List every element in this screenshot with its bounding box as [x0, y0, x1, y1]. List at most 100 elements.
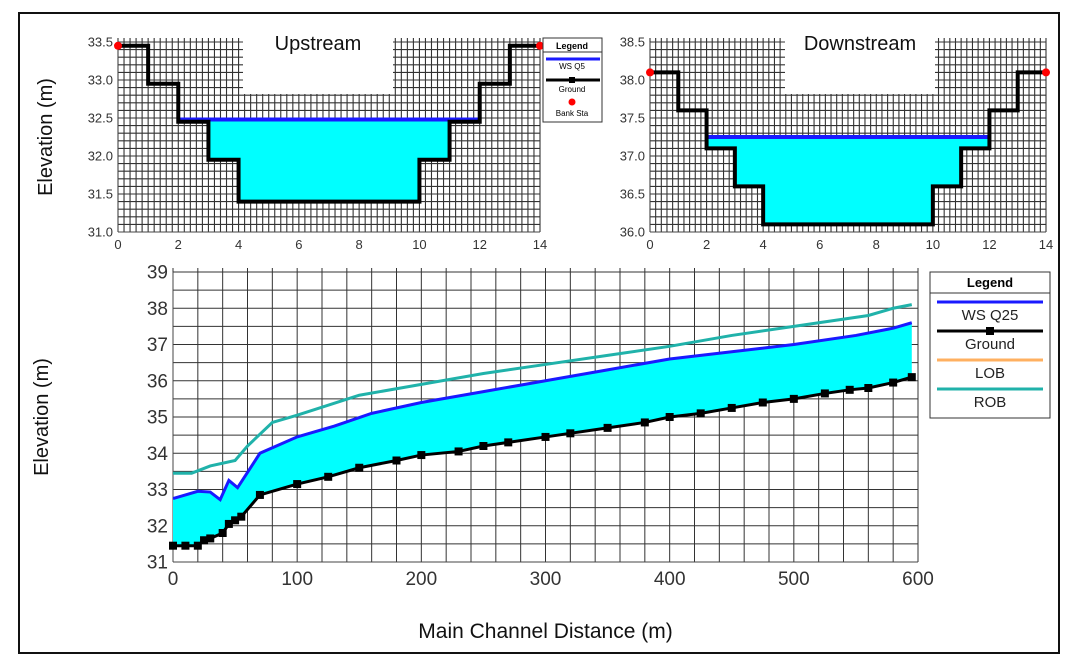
legend-label: LOB: [975, 365, 1005, 382]
x-axis-label: Main Channel Distance (m): [418, 620, 672, 643]
ground-marker: [907, 373, 916, 382]
x-tick-label: 0: [114, 237, 121, 252]
legend-label: Ground: [559, 85, 586, 94]
x-tick-label: 8: [356, 237, 363, 252]
legend-ground-marker: [986, 327, 994, 335]
y-tick-label: 31.0: [88, 225, 113, 240]
x-tick-label: 600: [902, 569, 934, 590]
y-tick-label: 34: [147, 444, 169, 465]
bank-station-marker: [114, 41, 122, 50]
y-tick-label: 39: [147, 263, 168, 284]
chart-1: Downstream 0 2 4 6 8 10 12 14 36.0 36.5 37.0 37.5 38.…: [620, 32, 1053, 252]
x-tick-label: 200: [405, 569, 437, 590]
y-tick-label: 38.0: [620, 73, 645, 88]
chart-title: Downstream: [804, 33, 916, 55]
chart-0: Upstream 0 2 4 6 8 10 12 14 31.0 31.5 32.0 32.5 33.0 3…: [35, 32, 547, 252]
ground-marker: [789, 394, 798, 403]
ground-marker: [864, 384, 873, 392]
legend-label: Ground: [965, 336, 1015, 353]
y-tick-label: 32.0: [88, 149, 113, 164]
x-tick-label: 6: [816, 237, 823, 252]
rob-line: [173, 303, 913, 475]
ground-line: [118, 43, 540, 204]
ground-marker: [454, 447, 463, 456]
ground-marker: [820, 389, 829, 398]
ground-marker: [665, 413, 674, 421]
ground-marker: [193, 541, 202, 550]
ground-marker: [889, 378, 898, 387]
x-tick-label: 4: [235, 237, 242, 252]
ground-marker: [224, 519, 233, 528]
y-axis-label: Elevation (m): [31, 358, 53, 476]
x-tick-label: 8: [873, 237, 880, 252]
chart-title: Upstream: [275, 33, 362, 55]
y-tick-label: 37.5: [620, 111, 645, 126]
bank-station-marker: [1042, 68, 1050, 77]
upstream-legend: Legend WS Q5 Ground Bank Sta: [542, 37, 603, 123]
x-tick-label: 0: [646, 237, 653, 252]
x-tick-label: 300: [530, 569, 562, 590]
y-tick-label: 32.5: [88, 111, 113, 126]
ground-line: [650, 70, 1046, 227]
legend-title: Legend: [967, 275, 1013, 290]
title-bg: [243, 32, 393, 94]
ground-marker: [696, 409, 705, 418]
legend-label: Bank Sta: [556, 109, 589, 118]
bank-station-marker: [536, 41, 544, 50]
ground-marker: [566, 429, 575, 438]
y-axis-label: Elevation (m): [35, 78, 57, 196]
ground-marker: [355, 463, 364, 472]
y-tick-label: 36.5: [620, 187, 645, 202]
ground-marker: [845, 385, 854, 394]
x-tick-label: 0: [168, 569, 179, 590]
y-tick-label: 37.0: [620, 149, 645, 164]
ground-marker: [640, 418, 649, 427]
x-tick-label: 500: [778, 569, 810, 590]
ground-marker: [541, 432, 550, 441]
x-tick-label: 2: [703, 237, 710, 252]
ground-marker: [255, 490, 264, 499]
legend-title: Legend: [556, 41, 588, 51]
ground-marker: [200, 536, 209, 545]
legend-label: ROB: [974, 394, 1007, 411]
x-tick-label: 14: [1039, 237, 1053, 252]
ground-marker: [237, 512, 246, 521]
y-tick-label: 33: [147, 480, 168, 501]
ground-marker: [603, 423, 612, 432]
ground-marker: [181, 541, 190, 550]
y-tick-label: 32: [147, 516, 168, 537]
ground-marker: [727, 403, 736, 412]
legend-label: WS Q5: [559, 62, 585, 71]
legend-box: [929, 271, 1051, 419]
y-tick-label: 37: [147, 335, 168, 356]
x-tick-label: 100: [281, 569, 313, 590]
ground-marker: [417, 451, 426, 460]
ground-marker: [324, 472, 333, 481]
y-tick-label: 31: [147, 553, 168, 574]
ground-marker: [206, 534, 215, 543]
legend-bank-marker: [568, 98, 576, 106]
ground-marker: [169, 541, 177, 550]
ground-marker: [293, 480, 302, 489]
ground-marker: [504, 438, 513, 447]
ground-marker: [231, 516, 240, 525]
y-tick-label: 36.0: [620, 225, 645, 240]
y-tick-label: 35: [147, 408, 168, 429]
x-tick-label: 2: [175, 237, 182, 252]
x-tick-label: 4: [760, 237, 767, 252]
bank-station-marker: [646, 68, 654, 77]
y-tick-label: 38: [147, 299, 168, 320]
x-tick-label: 12: [472, 237, 486, 252]
water-fill: [706, 137, 990, 225]
legend-ground-marker: [569, 77, 575, 83]
y-tick-label: 31.5: [88, 187, 113, 202]
water-fill: [178, 119, 480, 202]
ground-marker: [218, 529, 227, 537]
ground-marker: [392, 456, 401, 465]
y-tick-label: 33.5: [88, 35, 113, 50]
ground-marker: [479, 442, 488, 450]
main-legend: Legend WS Q25 Ground LOB ROB: [929, 271, 1051, 419]
x-tick-label: 14: [533, 237, 547, 252]
title-bg: [785, 32, 935, 94]
